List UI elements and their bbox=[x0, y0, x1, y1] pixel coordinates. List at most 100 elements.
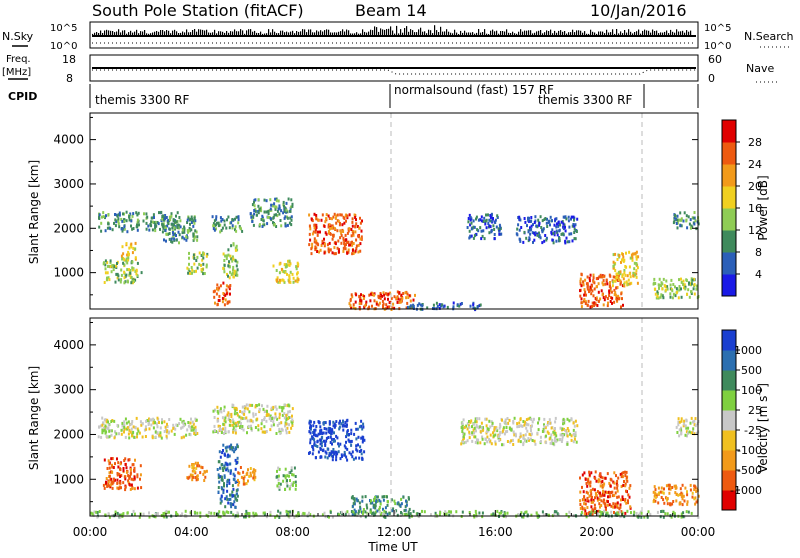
velocity-cell bbox=[133, 435, 136, 439]
velocity-cell bbox=[345, 435, 348, 439]
power-cell bbox=[309, 238, 312, 242]
velocity-cell bbox=[668, 491, 671, 495]
power-cell bbox=[228, 265, 231, 269]
velocity-cell bbox=[219, 425, 221, 428]
velocity-cell bbox=[245, 403, 248, 407]
velocity-cell bbox=[522, 443, 525, 447]
power-cell bbox=[660, 281, 663, 285]
velocity-cell bbox=[357, 512, 360, 515]
velocity-cell bbox=[564, 429, 567, 432]
nsky-bar bbox=[608, 32, 610, 36]
velocity-cell bbox=[354, 513, 356, 517]
velocity-cell bbox=[380, 511, 383, 515]
power-cell bbox=[634, 251, 637, 255]
power-cell bbox=[157, 222, 160, 226]
nsky-bar bbox=[440, 26, 442, 36]
velocity-cell bbox=[361, 427, 364, 431]
velocity-cell bbox=[194, 428, 197, 432]
power-cell bbox=[278, 278, 281, 282]
power-cell bbox=[282, 200, 285, 204]
power-cell bbox=[598, 275, 601, 279]
velocity-cell bbox=[222, 491, 225, 494]
velocity-cell bbox=[154, 513, 157, 516]
velocity-cell bbox=[621, 495, 624, 499]
power-cell bbox=[653, 277, 656, 281]
velocity-cell bbox=[154, 430, 157, 434]
power-cell bbox=[609, 286, 612, 290]
power-cell bbox=[153, 216, 155, 219]
velocity-cell bbox=[308, 421, 311, 425]
velocity-cell bbox=[549, 441, 552, 445]
cpid-segment-3: themis 3300 RF bbox=[538, 93, 632, 107]
nsky-bar bbox=[548, 31, 550, 36]
power-cell bbox=[686, 226, 689, 230]
power-cell bbox=[636, 281, 639, 285]
velocity-cell bbox=[352, 457, 355, 461]
nsky-bar bbox=[630, 31, 632, 36]
power-cell bbox=[342, 236, 345, 240]
velocity-cell bbox=[583, 512, 586, 516]
velocity-cell bbox=[134, 426, 137, 430]
velocity-cell bbox=[573, 433, 576, 437]
velocity-cell bbox=[213, 511, 216, 515]
velocity-cell bbox=[619, 503, 622, 507]
velocity-cell bbox=[489, 425, 492, 429]
velocity-cell bbox=[316, 434, 319, 438]
velocity-cell bbox=[249, 403, 252, 407]
velocity-cell bbox=[604, 503, 607, 506]
power-cell bbox=[442, 305, 445, 309]
power-cell bbox=[289, 270, 292, 274]
velocity-cell bbox=[320, 455, 323, 459]
power-cell bbox=[528, 216, 530, 220]
velocity-cell bbox=[690, 416, 693, 420]
power-cell bbox=[406, 292, 409, 296]
velocity-cell bbox=[681, 497, 684, 501]
velocity-cell bbox=[246, 407, 249, 411]
velocity-cell bbox=[570, 417, 573, 421]
nsky-bar bbox=[656, 30, 658, 36]
nsky-bar bbox=[354, 33, 356, 36]
velocity-cell bbox=[630, 511, 632, 515]
power-cell bbox=[181, 228, 184, 232]
power-cell bbox=[227, 215, 230, 219]
power-cell bbox=[662, 277, 665, 281]
power-cell bbox=[623, 281, 626, 285]
velocity-cell bbox=[232, 513, 235, 517]
velocity-cell bbox=[353, 432, 356, 436]
velocity-cell bbox=[217, 515, 220, 519]
power-cell bbox=[319, 248, 322, 252]
nsky-bar bbox=[480, 32, 482, 36]
nsky-bar bbox=[522, 31, 524, 36]
nsky-bar bbox=[310, 29, 312, 36]
velocity-cell bbox=[227, 453, 229, 457]
velocity-cell bbox=[338, 427, 341, 431]
power-cell bbox=[665, 279, 668, 283]
velocity-cell bbox=[667, 483, 670, 487]
velocity-cell bbox=[657, 486, 660, 490]
power-cell bbox=[379, 296, 382, 300]
velocity-cell bbox=[315, 456, 317, 460]
velocity-cell bbox=[281, 428, 284, 432]
velocity-cell bbox=[563, 433, 566, 437]
velocity-cell bbox=[331, 429, 334, 433]
velocity-cell bbox=[572, 428, 575, 432]
velocity-cell bbox=[139, 477, 141, 481]
velocity-cell bbox=[613, 471, 616, 475]
power-cell bbox=[617, 276, 620, 280]
velocity-cell bbox=[352, 502, 355, 506]
nsky-bar bbox=[224, 32, 226, 36]
velocity-cell bbox=[594, 496, 596, 500]
velocity-cell bbox=[602, 484, 605, 488]
velocity-cell bbox=[191, 466, 194, 469]
power-cell bbox=[627, 282, 630, 286]
power-cell bbox=[314, 230, 317, 234]
power-cell bbox=[633, 252, 636, 256]
velocity-cell bbox=[673, 484, 676, 488]
power-cell bbox=[603, 274, 606, 278]
velocity-colorbar-segment bbox=[722, 470, 736, 491]
velocity-cell bbox=[379, 513, 382, 517]
velocity-cell bbox=[614, 491, 617, 495]
velocity-cell bbox=[489, 433, 492, 437]
power-cell bbox=[489, 214, 492, 217]
